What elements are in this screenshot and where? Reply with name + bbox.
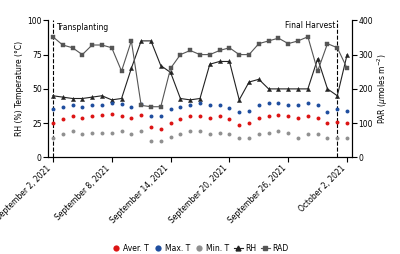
Point [197, 101, 203, 105]
Point [158, 139, 164, 143]
Point [314, 103, 321, 107]
Point [187, 103, 193, 107]
Point [285, 131, 292, 135]
Point [275, 101, 282, 105]
Point [128, 105, 134, 109]
Point [89, 103, 95, 107]
Point [50, 107, 56, 112]
Point [334, 107, 340, 112]
Y-axis label: RH (%) Temperature (°C): RH (%) Temperature (°C) [16, 41, 24, 136]
Point [226, 132, 233, 136]
Point [285, 114, 292, 118]
Point [314, 132, 321, 136]
Point [60, 132, 66, 136]
Point [177, 105, 184, 109]
Point [236, 136, 242, 140]
Point [148, 125, 154, 129]
Point [344, 121, 350, 125]
Point [148, 139, 154, 143]
Point [167, 135, 174, 139]
Point [118, 114, 125, 118]
Point [69, 103, 76, 107]
Point [285, 103, 292, 107]
Point [69, 129, 76, 133]
Point [256, 103, 262, 107]
Point [295, 136, 301, 140]
Point [99, 113, 105, 117]
Point [138, 113, 144, 117]
Point [216, 114, 223, 118]
Point [275, 129, 282, 133]
Point [226, 106, 233, 110]
Point [305, 132, 311, 136]
Point [177, 132, 184, 136]
Point [50, 121, 56, 125]
Point [118, 102, 125, 106]
Point [89, 131, 95, 135]
Point [60, 117, 66, 121]
Text: Final Harvest: Final Harvest [285, 21, 335, 30]
Point [50, 136, 56, 140]
Point [334, 120, 340, 124]
Point [79, 132, 86, 136]
Point [138, 102, 144, 106]
Point [118, 129, 125, 133]
Point [266, 114, 272, 118]
Point [216, 131, 223, 135]
Point [148, 114, 154, 118]
Point [60, 105, 66, 109]
Point [324, 121, 331, 125]
Point [158, 114, 164, 118]
Point [344, 136, 350, 140]
Point [158, 127, 164, 131]
Point [305, 114, 311, 118]
Point [177, 117, 184, 121]
Legend: Aver. T, Max. T, Min. T, RH, RAD: Aver. T, Max. T, Min. T, RH, RAD [112, 244, 288, 253]
Point [266, 131, 272, 135]
Point [128, 116, 134, 120]
Point [334, 136, 340, 140]
Point [108, 112, 115, 116]
Point [344, 109, 350, 113]
Point [187, 114, 193, 118]
Point [207, 103, 213, 107]
Point [207, 116, 213, 120]
Point [69, 114, 76, 118]
Point [246, 121, 252, 125]
Point [324, 136, 331, 140]
Point [167, 121, 174, 125]
Point [187, 129, 193, 133]
Point [246, 109, 252, 113]
Point [197, 114, 203, 118]
Point [324, 110, 331, 114]
Point [99, 103, 105, 107]
Point [226, 117, 233, 121]
Point [89, 114, 95, 118]
Point [256, 132, 262, 136]
Text: Transplanting: Transplanting [57, 23, 109, 32]
Point [99, 131, 105, 135]
Point [295, 103, 301, 107]
Point [314, 116, 321, 120]
Point [138, 129, 144, 133]
Point [108, 131, 115, 135]
Point [207, 132, 213, 136]
Point [108, 101, 115, 105]
Point [295, 116, 301, 120]
Point [275, 113, 282, 117]
Point [305, 101, 311, 105]
Point [197, 129, 203, 133]
Point [246, 136, 252, 140]
Point [167, 107, 174, 112]
Point [236, 110, 242, 114]
Y-axis label: PAR ($\mu$moles m$^{-2}$): PAR ($\mu$moles m$^{-2}$) [376, 54, 390, 124]
Point [79, 105, 86, 109]
Point [236, 122, 242, 126]
Point [256, 116, 262, 120]
Point [128, 132, 134, 136]
Point [266, 101, 272, 105]
Point [79, 116, 86, 120]
Point [216, 103, 223, 107]
